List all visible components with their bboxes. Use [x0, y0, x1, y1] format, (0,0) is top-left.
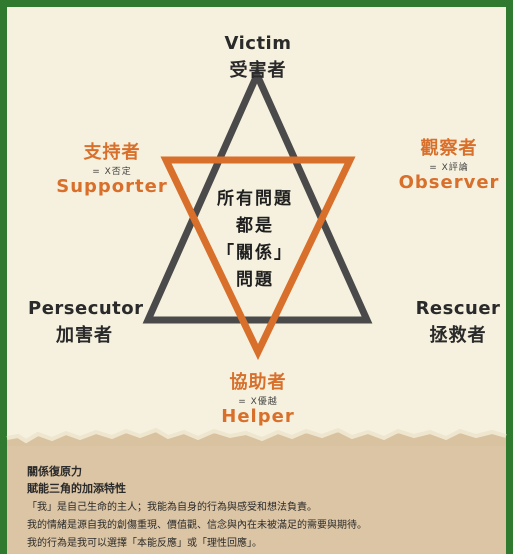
center-line: 「關係」	[217, 243, 293, 263]
bottom-line-2: 我的情緒是源自我的創傷重現、價值觀、信念與內在未被滿足的需要與期待。	[27, 520, 367, 531]
center-line: 所有問題	[217, 189, 293, 209]
observer-en: Observer	[398, 172, 500, 193]
frame-top-border	[0, 0, 513, 7]
persecutor-label: Persecutor 加害者	[28, 298, 148, 347]
helper-label: 協助者 = X優越 Helper	[210, 368, 306, 427]
observer-note: = X評論	[429, 163, 469, 173]
empowerment-triangle	[160, 156, 356, 361]
observer-label: 觀察者 = X評論 Observer	[393, 134, 505, 193]
resilience-heading: 關係復原力	[27, 465, 82, 478]
bottom-line-1: 「我」是自己生命的主人；我能為自身的行為與感受和想法負責。	[27, 502, 317, 513]
torn-paper-edge	[6, 427, 507, 444]
supporter-label: 支持者 = X否定 Supporter	[50, 138, 174, 197]
persecutor-zh: 加害者	[56, 325, 113, 346]
victim-zh: 受害者	[229, 60, 287, 81]
supporter-zh: 支持者	[83, 142, 141, 163]
observer-zh: 觀察者	[420, 138, 478, 159]
victim-label: Victim 受害者	[206, 33, 310, 82]
helper-zh: 協助者	[229, 372, 287, 393]
helper-en: Helper	[221, 406, 295, 427]
supporter-note: = X否定	[92, 167, 132, 177]
rescuer-en: Rescuer	[415, 298, 501, 319]
drama-triangle	[142, 66, 373, 324]
frame-right-border	[506, 0, 513, 554]
empowerment-heading: 賦能三角的加添特性	[27, 482, 126, 495]
rescuer-label: Rescuer 拯救者	[410, 298, 506, 347]
frame-left-border	[0, 0, 7, 554]
rescuer-zh: 拯救者	[429, 325, 487, 346]
bottom-line-3: 我的行為是我可以選擇「本能反應」或「理性回應」。	[27, 538, 262, 549]
persecutor-en: Persecutor	[28, 298, 144, 319]
supporter-en: Supporter	[56, 176, 168, 197]
victim-en: Victim	[224, 33, 292, 54]
center-line: 都是	[236, 216, 274, 236]
center-line: 問題	[236, 270, 274, 290]
helper-note: = X優越	[238, 397, 278, 407]
center-statement: 所有問題 都是 「關係」 問題	[205, 186, 305, 294]
